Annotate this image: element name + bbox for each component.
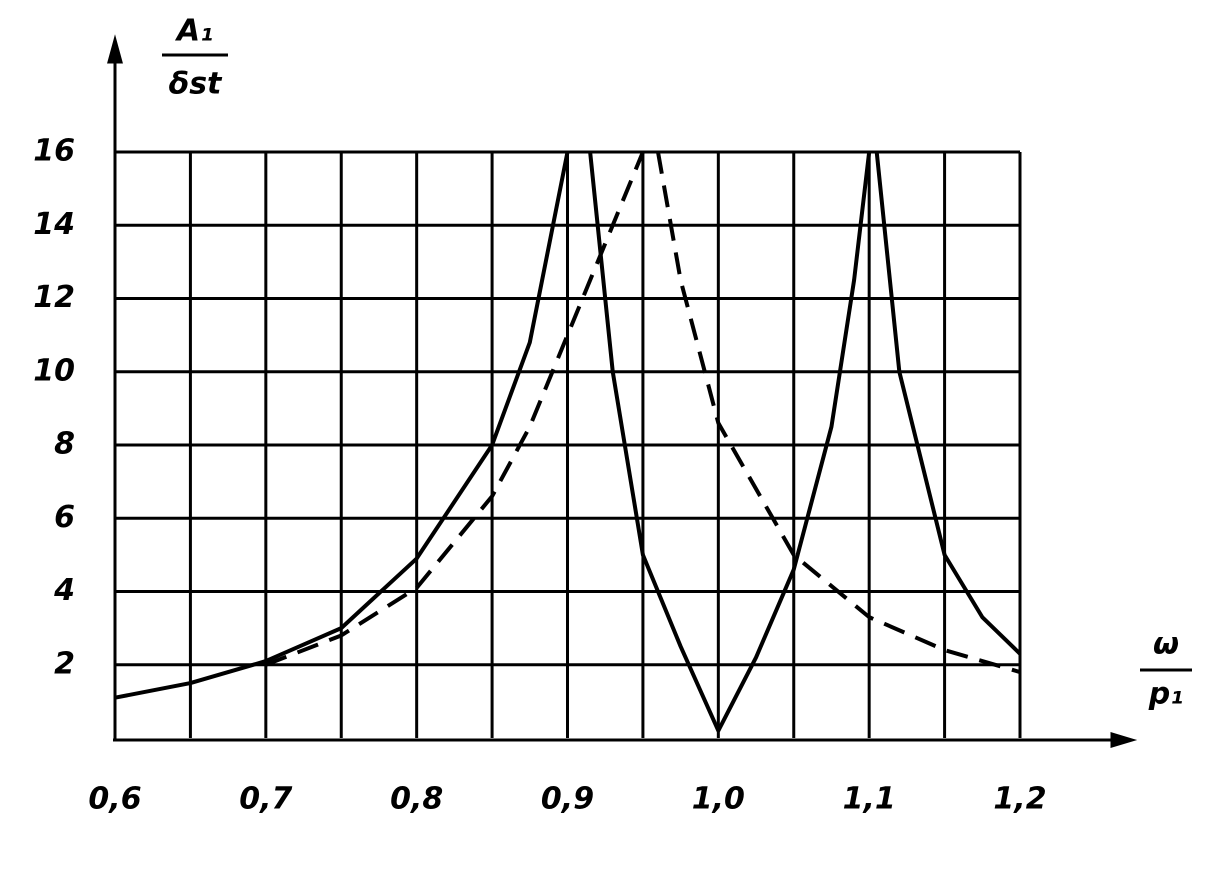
x-label-numerator: ω xyxy=(1153,627,1179,662)
y-tick-label: 10 xyxy=(33,353,75,388)
y-label-denominator: δst xyxy=(169,67,223,102)
x-tick-label: 0,7 xyxy=(239,782,292,817)
x-label-denominator: p₁ xyxy=(1148,677,1184,712)
x-tick-label: 0,9 xyxy=(541,782,594,817)
y-tick-label: 4 xyxy=(53,573,75,608)
y-tick-label: 16 xyxy=(33,134,75,169)
axes xyxy=(107,34,1192,749)
x-tick-label: 1,1 xyxy=(843,782,896,817)
line-series xyxy=(874,151,1022,656)
line-series xyxy=(114,151,570,700)
y-arrow xyxy=(107,34,123,64)
y-tick-label: 12 xyxy=(33,280,75,315)
y-tick-label: 2 xyxy=(54,646,75,681)
x-arrow xyxy=(1110,731,1138,749)
x-tick-label: 0,8 xyxy=(390,782,443,817)
x-tick-label: 0,6 xyxy=(88,782,141,817)
y-label-numerator: A₁ xyxy=(175,14,213,49)
x-tick-label: 1,2 xyxy=(993,782,1046,817)
line-series xyxy=(656,151,1021,674)
y-tick-label: 8 xyxy=(54,427,75,462)
x-tick-label: 1,0 xyxy=(692,782,745,817)
y-tick-label: 14 xyxy=(33,207,75,242)
y-tick-label: 6 xyxy=(54,500,75,535)
line-series xyxy=(265,151,645,667)
line-series xyxy=(588,151,872,733)
